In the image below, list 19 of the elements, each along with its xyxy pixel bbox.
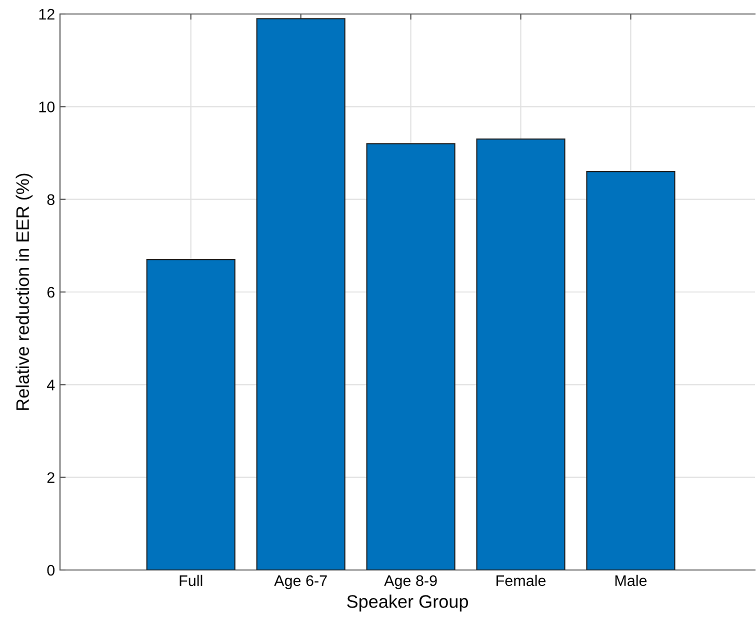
x-axis-title: Speaker Group xyxy=(347,594,468,612)
y-tick-label: 6 xyxy=(47,286,54,298)
bar xyxy=(256,18,346,570)
y-tick-label: 2 xyxy=(47,472,54,483)
y-tick-label: 12 xyxy=(39,8,54,20)
bar xyxy=(366,143,456,570)
x-tick-label: Female xyxy=(496,574,546,586)
x-tick-label: Full xyxy=(180,574,202,586)
x-tick-label: Male xyxy=(615,574,647,586)
bar xyxy=(476,138,566,570)
x-tick-label: Age 6-7 xyxy=(274,575,327,590)
y-axis-title: Relative reduction in EER (%) xyxy=(16,174,33,410)
y-tick-label: 10 xyxy=(39,102,55,112)
y-tick-label: 0 xyxy=(47,564,55,576)
y-tick-label: 8 xyxy=(47,194,54,206)
y-tick-label: 4 xyxy=(46,380,55,390)
bar xyxy=(586,170,676,570)
bar xyxy=(146,259,236,570)
x-tick-label: Age 8-9 xyxy=(384,575,437,590)
